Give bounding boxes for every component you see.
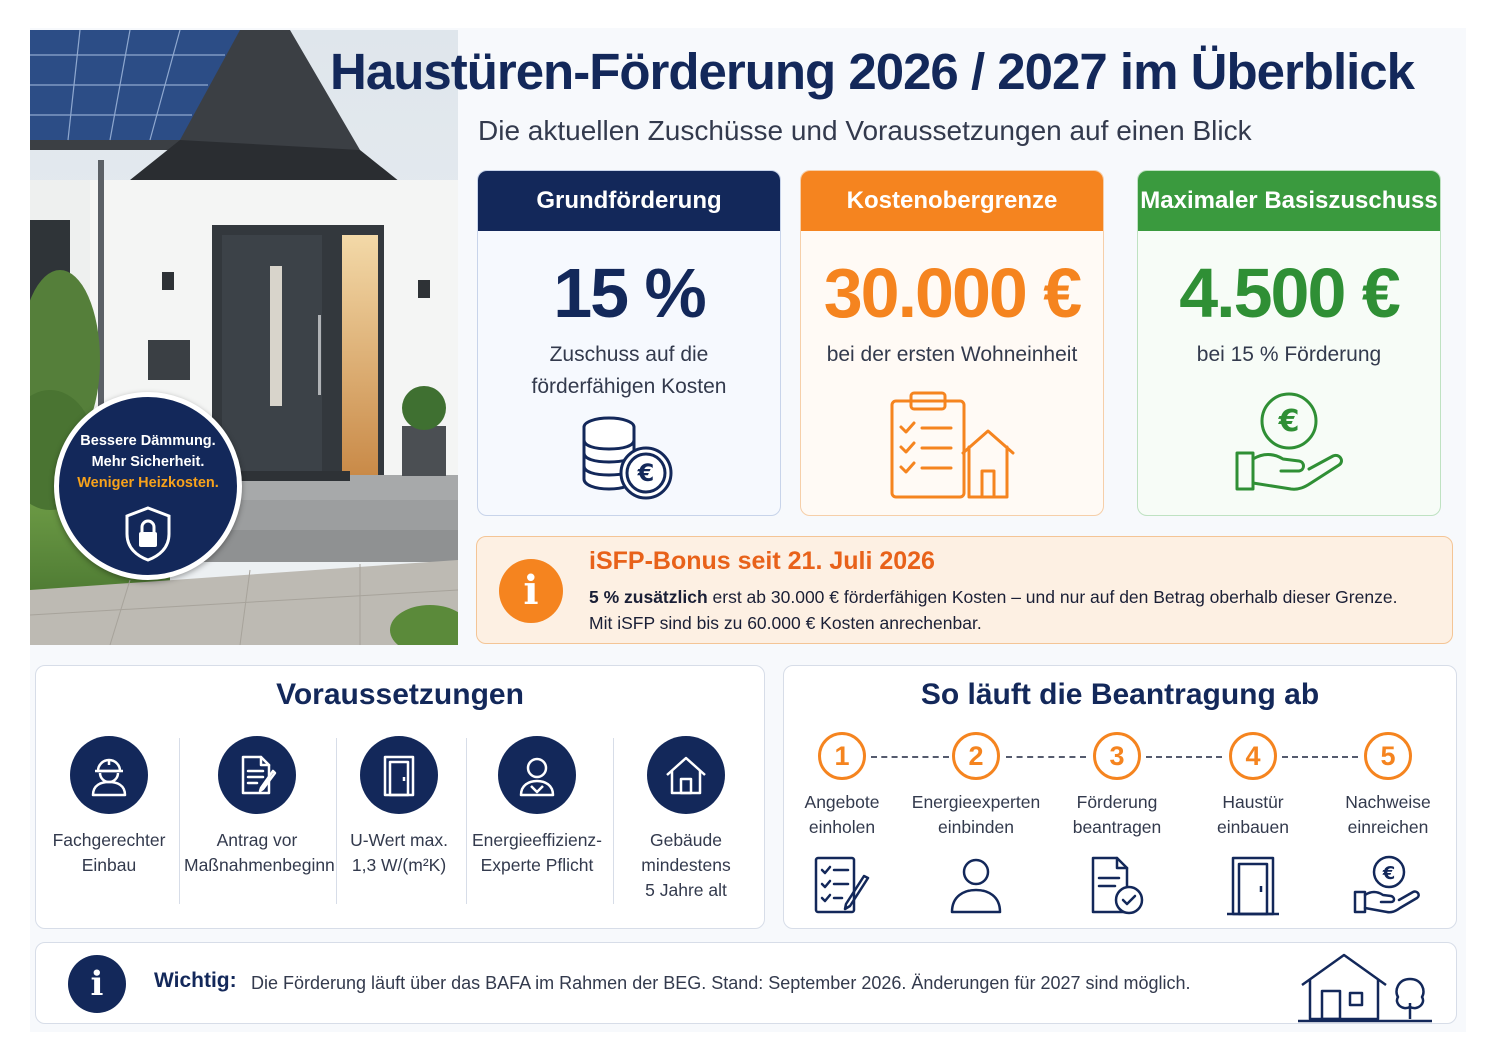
svg-text:€: € xyxy=(1382,863,1396,884)
step-number: 5 xyxy=(1364,732,1412,780)
requirements-title: Voraussetzungen xyxy=(276,678,524,711)
card-kostenobergrenze: Kostenobergrenze 30.000 € bei der ersten… xyxy=(800,170,1104,516)
requirement-item: Fachgerechter Einbau xyxy=(36,736,182,878)
step-connector xyxy=(1006,756,1086,758)
hand-euro-icon: € xyxy=(1138,391,1440,501)
info-icon: i xyxy=(499,559,563,623)
process-step: 4 Haustür einbauen xyxy=(1188,732,1318,916)
card-heading: Grundförderung xyxy=(478,171,780,231)
badge-line-1: Bessere Dämmung. xyxy=(80,433,216,449)
step-connector xyxy=(1146,756,1222,758)
card-description-1: bei 15 % Förderung xyxy=(1196,343,1382,366)
page-title: Haustüren-Förderung 2026 / 2027 im Überb… xyxy=(330,43,1415,100)
checklist-pen-icon xyxy=(777,854,907,916)
badge-line-3: Weniger Heizkosten. xyxy=(77,475,219,491)
house-tree-icon xyxy=(1298,951,1438,1028)
important-text: Die Förderung läuft über das BAFA im Rah… xyxy=(251,973,1191,993)
bonus-line-1: 5 % zusätzlich erst ab 30.000 € förderfä… xyxy=(589,587,1397,608)
clipboard-house-icon xyxy=(801,389,1103,501)
process-title: So läuft die Beantragung ab xyxy=(920,678,1320,711)
document-check-icon xyxy=(1052,854,1182,916)
door-icon xyxy=(360,736,438,814)
divider xyxy=(179,738,180,904)
step-label: Nachweise einreichen xyxy=(1345,792,1431,837)
requirement-label: Energieeffizienz- Experte Pflicht xyxy=(471,830,603,875)
step-number: 2 xyxy=(952,732,1000,780)
document-pen-icon xyxy=(218,736,296,814)
important-note-bar: i Wichtig: Die Förderung läuft über das … xyxy=(35,942,1457,1024)
divider xyxy=(466,738,467,904)
card-grundfoerderung: Grundförderung 15 % Zuschuss auf die för… xyxy=(477,170,781,516)
card-basiszuschuss: Maximaler Basiszuschuss 4.500 € bei 15 %… xyxy=(1137,170,1441,516)
coins-euro-icon: € xyxy=(478,415,780,501)
requirement-item: Antrag vor Maßnahmenbeginn xyxy=(184,736,335,878)
process-panel: So läuft die Beantragung ab 1 Angebote e… xyxy=(783,665,1457,929)
worker-icon xyxy=(70,736,148,814)
svg-text:€: € xyxy=(637,459,655,487)
person-outline-icon xyxy=(911,854,1041,916)
process-step: 1 Angebote einholen xyxy=(777,732,907,916)
step-label: Angebote einholen xyxy=(804,792,880,837)
info-icon: i xyxy=(68,955,126,1013)
requirement-item: Energieeffizienz- Experte Pflicht xyxy=(464,736,610,878)
step-label: Förderung beantragen xyxy=(1072,792,1162,837)
requirement-item: Gebäude mindestens 5 Jahre alt xyxy=(613,736,759,903)
divider xyxy=(613,738,614,904)
card-description-1: Zuschuss auf die xyxy=(549,343,709,366)
requirement-label: Gebäude mindestens 5 Jahre alt xyxy=(641,830,731,900)
requirement-label: Antrag vor Maßnahmenbeginn xyxy=(184,830,335,875)
step-number: 1 xyxy=(818,732,866,780)
house-icon xyxy=(647,736,725,814)
process-step: 5 Nachweise einreichen € xyxy=(1323,732,1453,916)
step-label: Haustür einbauen xyxy=(1216,792,1290,837)
page-subtitle: Die aktuellen Zuschüsse und Voraussetzun… xyxy=(478,115,1252,146)
card-description-2: förderfähigen Kosten xyxy=(531,375,727,398)
requirement-item: U-Wert max. 1,3 W/(m²K) xyxy=(326,736,472,878)
step-connector xyxy=(1282,756,1358,758)
requirement-label: U-Wert max. 1,3 W/(m²K) xyxy=(350,830,448,875)
benefits-badge: Bessere Dämmung. Mehr Sicherheit. Wenige… xyxy=(54,392,242,580)
shield-lock-icon xyxy=(59,504,237,571)
step-label: Energieexperten einbinden xyxy=(911,792,1041,837)
card-value: 15 % xyxy=(553,254,707,332)
card-heading: Kostenobergrenze xyxy=(801,171,1103,231)
important-label: Wichtig: xyxy=(154,969,237,992)
step-connector xyxy=(871,756,949,758)
requirement-label: Fachgerechter Einbau xyxy=(52,830,166,875)
person-icon xyxy=(498,736,576,814)
process-step: 2 Energieexperten einbinden xyxy=(911,732,1041,916)
divider xyxy=(336,738,337,904)
svg-text:€: € xyxy=(1278,404,1300,439)
step-number: 4 xyxy=(1229,732,1277,780)
card-heading: Maximaler Basiszuschuss xyxy=(1138,171,1440,231)
bonus-line-2: Mit iSFP sind bis zu 60.000 € Kosten anr… xyxy=(589,613,982,633)
card-description-1: bei der ersten Wohneinheit xyxy=(826,343,1078,366)
hand-euro-outline-icon: € xyxy=(1323,854,1453,916)
step-number: 3 xyxy=(1093,732,1141,780)
card-value: 30.000 € xyxy=(823,254,1082,332)
door-outline-icon xyxy=(1188,854,1318,916)
requirements-panel: Voraussetzungen Fachgerechter Einbau Ant… xyxy=(35,665,765,929)
bonus-line-1-rest: erst ab 30.000 € förderfähigen Kosten – … xyxy=(707,587,1398,607)
badge-line-2: Mehr Sicherheit. xyxy=(91,454,205,470)
process-step: 3 Förderung beantragen xyxy=(1052,732,1182,916)
isfp-bonus-box: i iSFP-Bonus seit 21. Juli 2026 5 % zusä… xyxy=(476,536,1453,644)
card-value: 4.500 € xyxy=(1179,254,1401,332)
bonus-title: iSFP-Bonus seit 21. Juli 2026 xyxy=(589,547,935,575)
bonus-line-1-bold: 5 % zusätzlich xyxy=(589,587,708,607)
